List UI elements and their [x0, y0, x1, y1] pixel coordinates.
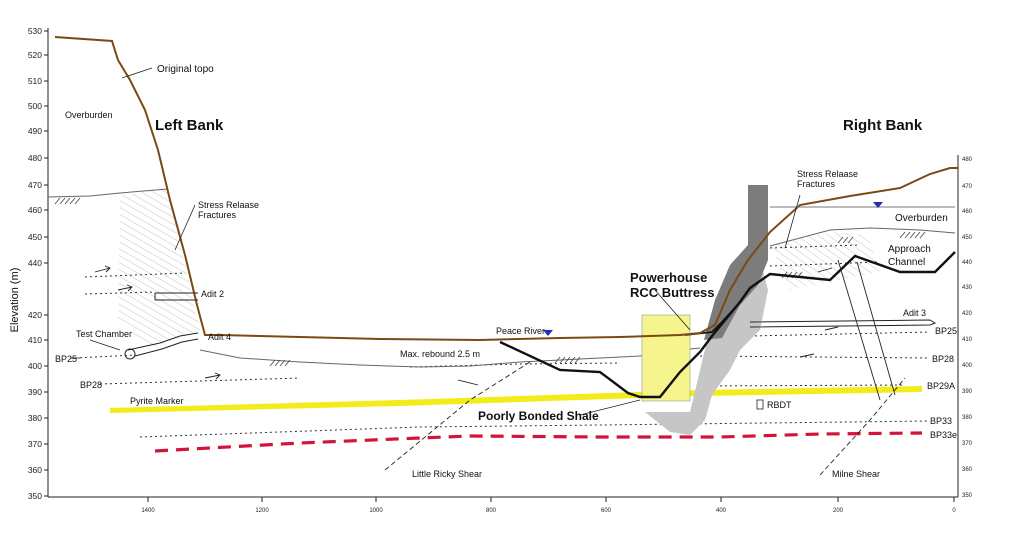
- y-tick-label: 460: [28, 205, 42, 215]
- rbdt-marker: [756, 399, 764, 410]
- water-level-marker-river: [543, 330, 553, 336]
- y-tick-label: 440: [28, 258, 42, 268]
- label-rbdt: RBDT: [767, 400, 792, 410]
- water-level-marker-right: [873, 202, 883, 208]
- y-right-tick-label: 460: [962, 209, 973, 215]
- y-tick-label: 400: [28, 361, 42, 371]
- buttress-dark-section: [704, 185, 768, 340]
- label-bp28-right: BP28: [932, 354, 954, 364]
- label-original-topo: Original topo: [157, 64, 214, 75]
- label-overburden-right: Overburden: [895, 213, 948, 224]
- y-tick-label: 410: [28, 335, 42, 345]
- label-max-rebound: Max. rebound 2.5 m: [400, 349, 480, 359]
- adits: [124, 292, 937, 360]
- x-tick-label: 800: [486, 508, 497, 514]
- x-ticks: 1400 1200 1000 800 600 400 200 0: [141, 497, 956, 514]
- y-tick-label: 350: [28, 491, 42, 501]
- powerhouse-block: [641, 314, 691, 402]
- bedding-arrows: [94, 265, 839, 386]
- x-tick-label: 1000: [369, 508, 383, 514]
- x-tick-label: 600: [601, 508, 612, 514]
- label-rcc-buttress: RCC Buttress: [630, 285, 715, 300]
- y-right-ticks: 480 470 460 450 440 430 420 410 400 390 …: [962, 157, 973, 499]
- y-right-tick-label: 430: [962, 285, 973, 291]
- y-tick-label: 530: [28, 26, 42, 36]
- label-poorly-bonded-shale: Poorly Bonded Shale: [478, 409, 599, 423]
- label-adit-4: Adit 4: [208, 332, 231, 342]
- y-right-tick-label: 380: [962, 415, 973, 421]
- label-milne-shear: Milne Shear: [832, 469, 880, 479]
- leader-lines: [70, 67, 801, 416]
- y-tick-label: 420: [28, 310, 42, 320]
- y-tick-label: 470: [28, 180, 42, 190]
- y-right-tick-label: 400: [962, 363, 973, 369]
- pyrite-marker-band: [110, 386, 922, 413]
- label-stress-left-2: Fractures: [198, 210, 237, 220]
- y-tick-label: 370: [28, 439, 42, 449]
- y-right-tick-label: 410: [962, 337, 973, 343]
- label-little-ricky-shear: Little Ricky Shear: [412, 469, 482, 479]
- y-right-tick-label: 350: [962, 493, 973, 499]
- x-tick-label: 1200: [255, 508, 269, 514]
- y-tick-label: 500: [28, 101, 42, 111]
- label-powerhouse: Powerhouse: [630, 270, 707, 285]
- y-right-tick-label: 450: [962, 235, 973, 241]
- label-peace-river: Peace River: [496, 326, 545, 336]
- y-right-tick-label: 480: [962, 157, 973, 163]
- x-tick-label: 1400: [141, 508, 155, 514]
- label-adit-3: Adit 3: [903, 308, 926, 318]
- label-approach-2: Channel: [888, 257, 925, 268]
- right-bank-bedrock: [769, 227, 956, 247]
- y-tick-label: 490: [28, 126, 42, 136]
- label-right-bank: Right Bank: [843, 117, 923, 134]
- y-tick-label: 510: [28, 76, 42, 86]
- label-bp33e: BP33e: [930, 430, 957, 440]
- y-right-tick-label: 390: [962, 389, 973, 395]
- right-stress-relief-zone: [770, 232, 880, 290]
- label-bp28-left: BP28: [80, 380, 102, 390]
- label-bp33: BP33: [930, 416, 952, 426]
- bp33e-horizon: [154, 431, 923, 453]
- y-axis-title: Elevation (m): [9, 268, 21, 333]
- original-topography: [54, 36, 958, 342]
- y-right-tick-label: 370: [962, 441, 973, 447]
- label-bp29a: BP29A: [927, 381, 955, 391]
- y-tick-label: 390: [28, 387, 42, 397]
- label-adit-2: Adit 2: [201, 289, 224, 299]
- left-stress-relief-zone: [118, 188, 200, 350]
- excavation-line: [499, 251, 956, 399]
- label-stress-right-2: Fractures: [797, 179, 836, 189]
- y-right-tick-label: 470: [962, 184, 973, 190]
- label-pyrite-marker: Pyrite Marker: [130, 396, 184, 406]
- y-tick-label: 360: [28, 465, 42, 475]
- label-stress-left-1: Stress Relaase: [198, 200, 259, 210]
- label-stress-right-1: Stress Relaase: [797, 169, 858, 179]
- x-tick-label: 0: [952, 508, 956, 514]
- x-tick-label: 200: [833, 508, 844, 514]
- left-bank-bedrock: [47, 188, 169, 198]
- y-right-tick-label: 360: [962, 467, 973, 473]
- shear-lines: [384, 259, 906, 476]
- y-right-tick-label: 440: [962, 260, 973, 266]
- label-bp25-right: BP25: [935, 326, 957, 336]
- y-left-ticks: 530 520 510 500 490 480 470 460 450 440 …: [28, 26, 48, 501]
- y-tick-label: 480: [28, 153, 42, 163]
- label-overburden-left: Overburden: [65, 110, 113, 120]
- label-test-chamber: Test Chamber: [76, 329, 132, 339]
- label-bp25-left: BP25: [55, 354, 77, 364]
- y-tick-label: 520: [28, 50, 42, 60]
- y-right-tick-label: 420: [962, 311, 973, 317]
- label-left-bank: Left Bank: [155, 117, 224, 134]
- x-tick-label: 400: [716, 508, 727, 514]
- y-tick-label: 380: [28, 413, 42, 423]
- label-approach-1: Approach: [888, 244, 931, 255]
- y-tick-label: 450: [28, 232, 42, 242]
